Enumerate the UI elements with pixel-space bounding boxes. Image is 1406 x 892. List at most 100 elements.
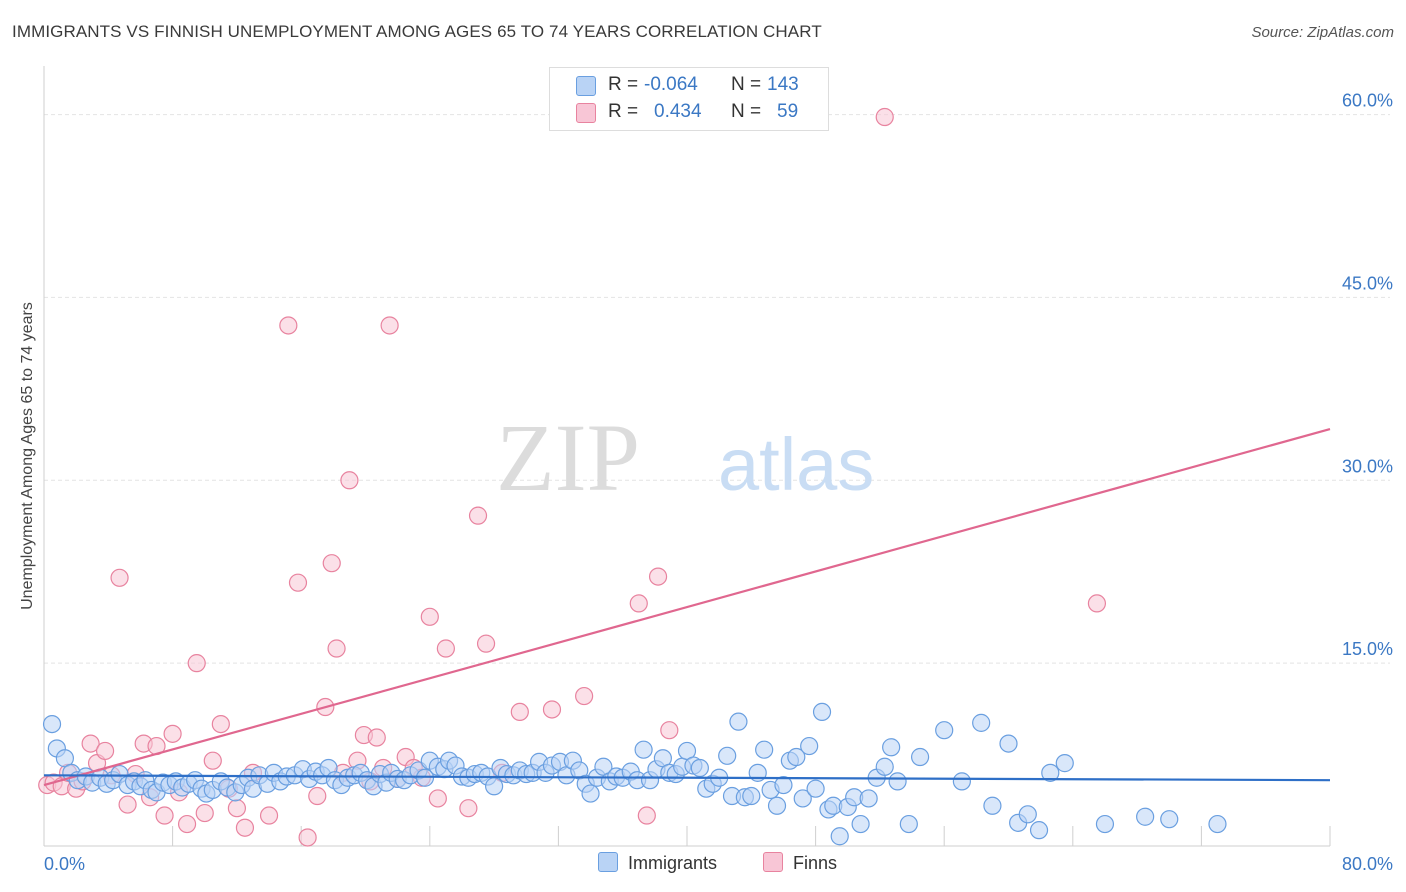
- finns-point: [476, 634, 496, 653]
- correlation-legend: R = -0.064 N = 143 R = 0.434 N = 59: [549, 67, 829, 131]
- immigrants-point: [729, 712, 748, 731]
- immigrants-point: [774, 775, 793, 795]
- immigrants-point: [787, 747, 806, 767]
- immigrants-point: [888, 772, 907, 791]
- y-tick-label: 45.0%: [1342, 273, 1393, 293]
- tick-labels: 15.0% 30.0% 45.0% 60.0% 0.0% 80.0%: [44, 91, 1393, 874]
- finns-point: [327, 639, 346, 658]
- bottom-legend-immigrants: Immigrants: [598, 852, 717, 874]
- watermark: ZIP atlas: [496, 404, 874, 511]
- immigrants-point: [983, 796, 1002, 815]
- y-axis-label: Unemployment Among Ages 65 to 74 years: [19, 302, 36, 610]
- finns-point: [155, 806, 174, 825]
- bottom-legend-swatch-immigrants: [598, 852, 618, 872]
- finns-point: [95, 741, 115, 761]
- watermark-atlas: atlas: [718, 423, 874, 506]
- immigrants-point: [972, 713, 991, 732]
- immigrants-point: [851, 814, 870, 834]
- bottom-legend-label-finns: Finns: [793, 853, 838, 873]
- immigrants-trend-line: [43, 774, 1331, 782]
- finns-point: [322, 554, 341, 573]
- immigrants-point: [1095, 814, 1115, 834]
- finns-point: [428, 789, 447, 808]
- immigrants-point: [875, 757, 894, 776]
- finns-point: [420, 607, 439, 626]
- immigrants-point: [1041, 763, 1060, 782]
- immigrants-point: [999, 734, 1018, 753]
- finns-point: [1087, 594, 1107, 613]
- chart-title: IMMIGRANTS VS FINNISH UNEMPLOYMENT AMONG…: [12, 22, 822, 41]
- watermark-zip: ZIP: [496, 404, 640, 511]
- finns-point: [468, 506, 488, 525]
- immigrants-point: [882, 738, 901, 757]
- finns-point: [235, 818, 255, 837]
- finns-point: [203, 751, 222, 770]
- finns-point: [110, 568, 129, 587]
- bottom-legend-finns: Finns: [763, 852, 837, 874]
- finns-point: [308, 786, 327, 806]
- finns-point: [227, 799, 246, 818]
- finns-point: [648, 567, 668, 586]
- legend-swatch-finns: [576, 103, 596, 123]
- immigrants-point: [1029, 821, 1049, 840]
- finns-point: [259, 806, 279, 825]
- immigrants-point: [634, 740, 653, 759]
- finns-point: [542, 700, 562, 719]
- immigrants-point: [793, 789, 812, 808]
- legend-r-label: R =: [608, 74, 639, 95]
- legend-row-finns: R = 0.434 N = 59: [550, 100, 828, 126]
- immigrants-point: [952, 772, 971, 791]
- immigrants-point: [690, 758, 709, 778]
- immigrants-point: [755, 740, 774, 759]
- finns-point: [211, 714, 230, 734]
- x-tick-label: 0.0%: [44, 854, 85, 874]
- immigrants-point: [935, 721, 954, 740]
- y-tick-label: 60.0%: [1342, 91, 1393, 111]
- immigrants-point: [899, 814, 918, 834]
- finns-point: [459, 799, 478, 818]
- y-tick-label: 15.0%: [1342, 639, 1393, 659]
- legend-n-label: N =: [731, 74, 762, 95]
- finns-point: [510, 702, 529, 722]
- legend-n-value: 59: [777, 101, 799, 122]
- immigrants-point: [1055, 754, 1074, 773]
- immigrants-point: [1208, 814, 1227, 834]
- immigrants-point: [42, 714, 62, 734]
- finns-trend-line: [43, 428, 1331, 787]
- legend-row-immigrants: R = -0.064 N = 143: [550, 73, 828, 99]
- finns-point: [380, 316, 399, 335]
- legend-n-label: N =: [731, 101, 762, 122]
- bottom-legend-swatch-finns: [763, 852, 783, 872]
- legend-r-value: 0.434: [654, 101, 702, 122]
- axes: [43, 66, 1331, 847]
- immigrants-point: [800, 736, 819, 756]
- immigrants-point: [1160, 810, 1179, 829]
- finns-point: [177, 814, 197, 834]
- bottom-legend-label-immigrants: Immigrants: [628, 853, 718, 873]
- legend-swatch-immigrants: [576, 76, 596, 96]
- source-label: Source: ZipAtlas.com: [1251, 24, 1394, 41]
- finns-point: [575, 686, 594, 706]
- legend-n-value: 143: [767, 74, 799, 95]
- immigrants-point: [1136, 807, 1155, 826]
- immigrants-point: [1018, 805, 1037, 824]
- finns-point: [187, 654, 206, 673]
- finns-point: [118, 795, 137, 814]
- trend-lines: [43, 428, 1331, 787]
- finns-point: [660, 721, 679, 740]
- finns-point: [875, 107, 894, 127]
- finns-point: [629, 594, 648, 613]
- finns-point: [637, 806, 656, 825]
- finns-point: [436, 639, 455, 658]
- immigrants-point: [806, 779, 825, 798]
- finns-point: [340, 471, 359, 490]
- immigrants-points: [42, 702, 1227, 846]
- legend-r-value: -0.064: [644, 74, 698, 95]
- legend-r-label: R =: [608, 101, 639, 122]
- immigrants-point: [485, 777, 504, 796]
- finns-point: [279, 316, 298, 335]
- grid-lines: [44, 114, 1390, 664]
- immigrants-point: [581, 784, 600, 803]
- immigrants-point: [812, 702, 832, 722]
